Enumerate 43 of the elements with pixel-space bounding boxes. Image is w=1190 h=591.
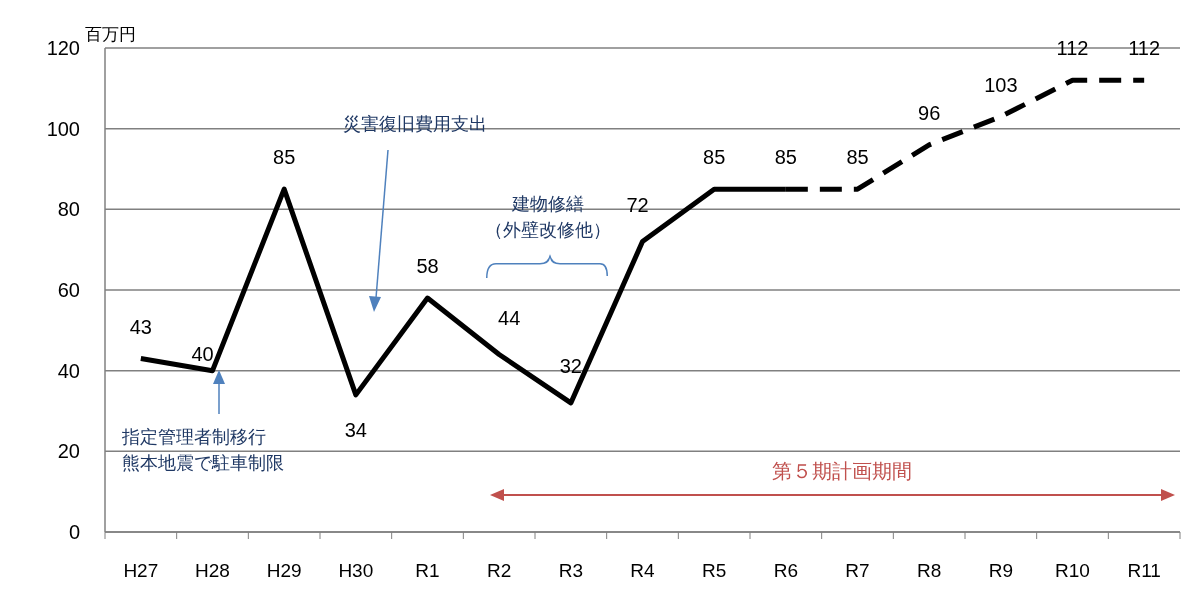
data-label: 58: [416, 255, 439, 278]
data-label: 34: [344, 418, 367, 441]
data-label: 112: [1128, 37, 1161, 60]
x-tick-label: R5: [702, 560, 727, 581]
annotation: 建物修繕: [511, 194, 584, 214]
data-label: 40: [191, 342, 214, 365]
data-label: 43: [129, 315, 152, 338]
y-tick-label: 40: [57, 359, 80, 382]
annotation: 第５期計画期間: [772, 460, 912, 482]
x-tick-label: H28: [195, 560, 230, 581]
data-label: 85: [703, 146, 726, 169]
data-label: 44: [498, 306, 521, 329]
x-tick-label: H30: [338, 560, 374, 581]
annotation: 指定管理者制移行: [121, 427, 266, 447]
data-label: 85: [846, 146, 869, 169]
annotation: （外壁改修他）: [485, 220, 611, 240]
y-tick-label: 120: [46, 37, 80, 59]
x-tick-label: R10: [1055, 560, 1090, 581]
y-tick-label: 100: [46, 117, 80, 140]
data-label: 72: [626, 193, 649, 216]
y-tick-label: 0: [68, 521, 80, 543]
data-label: 85: [273, 146, 296, 169]
x-tick-label: H29: [266, 560, 302, 581]
x-tick-label: R6: [773, 560, 798, 581]
x-tick-label: R2: [487, 560, 512, 581]
data-label: 32: [559, 354, 582, 377]
data-label: 112: [1056, 37, 1089, 60]
data-label: 85: [774, 146, 797, 169]
y-tick-label: 80: [57, 198, 80, 221]
y-tick-label: 60: [57, 279, 80, 301]
x-tick-label: R7: [845, 560, 870, 581]
x-tick-label: H27: [123, 560, 159, 581]
x-tick-label: R1: [415, 560, 440, 581]
data-label: 96: [918, 101, 941, 124]
x-tick-label: R8: [917, 560, 942, 581]
annotation: 熊本地震で駐車制限: [122, 453, 284, 473]
data-label: 103: [984, 73, 1018, 96]
x-tick-label: R3: [558, 560, 583, 581]
x-tick-label: R9: [988, 560, 1013, 581]
x-tick-label: R11: [1127, 560, 1161, 581]
y-tick-label: 20: [57, 440, 80, 463]
y-axis-title: 百万円: [85, 25, 136, 44]
x-tick-label: R4: [630, 560, 656, 581]
